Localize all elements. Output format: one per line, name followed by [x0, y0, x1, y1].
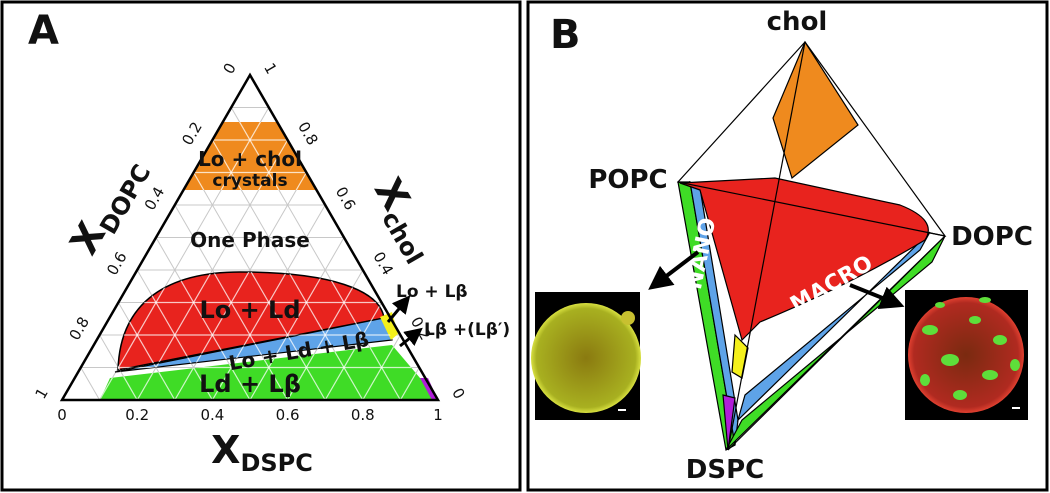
tick-label: 0.2	[125, 406, 149, 424]
axis-label: XDSPC	[211, 428, 313, 477]
region-ld-lb	[100, 345, 438, 400]
axis-subscript: DSPC	[240, 449, 312, 477]
tick-label: 0	[57, 406, 67, 424]
tick-label: 1	[260, 60, 280, 77]
tick-label: 0	[219, 60, 239, 77]
arrow	[849, 283, 905, 310]
vertex-label: POPC	[588, 165, 667, 195]
region-label: Lo + Ld	[199, 296, 300, 324]
tick-label: 1	[433, 406, 443, 424]
ternary-triangle	[59, 72, 441, 402]
micrograph-macro	[905, 290, 1028, 420]
tetrahedron	[676, 40, 947, 451]
tick-label: 1	[31, 385, 51, 402]
tick-label: 0.8	[66, 314, 94, 344]
tick-label: 0.6	[103, 249, 131, 279]
axis-symbol: X	[211, 428, 240, 472]
region-label: crystals	[212, 171, 287, 191]
phase-regions	[100, 122, 438, 400]
grid-line	[287, 269, 364, 400]
tick-label: 0.4	[369, 249, 397, 279]
arrow	[399, 327, 423, 348]
tick-label: 0	[448, 385, 468, 402]
region-label: One Phase	[190, 228, 310, 252]
micrograph-nano	[531, 292, 641, 420]
tick-label: 0.8	[294, 119, 322, 149]
region-label: Lo + chol	[198, 147, 302, 171]
tick-label: 0.8	[351, 406, 375, 424]
region-lo-ld	[117, 271, 385, 371]
tick-label: 0.6	[332, 184, 360, 214]
panel-letter: A	[28, 8, 59, 54]
grid-line	[80, 367, 101, 401]
panel-letter: B	[550, 12, 581, 58]
region-label: Ld + Lβ	[199, 370, 301, 398]
tick-label: 0.4	[200, 406, 224, 424]
vertex-label: chol	[767, 7, 828, 37]
annotation: Lo + Lβ	[396, 282, 468, 302]
vertex-label: DOPC	[951, 222, 1033, 252]
annotation: Lβ +(Lβ′)	[424, 320, 510, 340]
tick-label: 0.6	[276, 406, 300, 424]
panel-frame	[526, 0, 1049, 492]
region-yellow	[380, 312, 398, 340]
tick-label: 0.2	[178, 119, 206, 149]
vertex-label: DSPC	[686, 455, 764, 485]
axis-label: XDOPC	[61, 149, 156, 264]
panel-frame	[0, 0, 522, 492]
arrow	[386, 295, 411, 323]
arrow	[648, 250, 700, 290]
grid-line	[324, 302, 383, 400]
